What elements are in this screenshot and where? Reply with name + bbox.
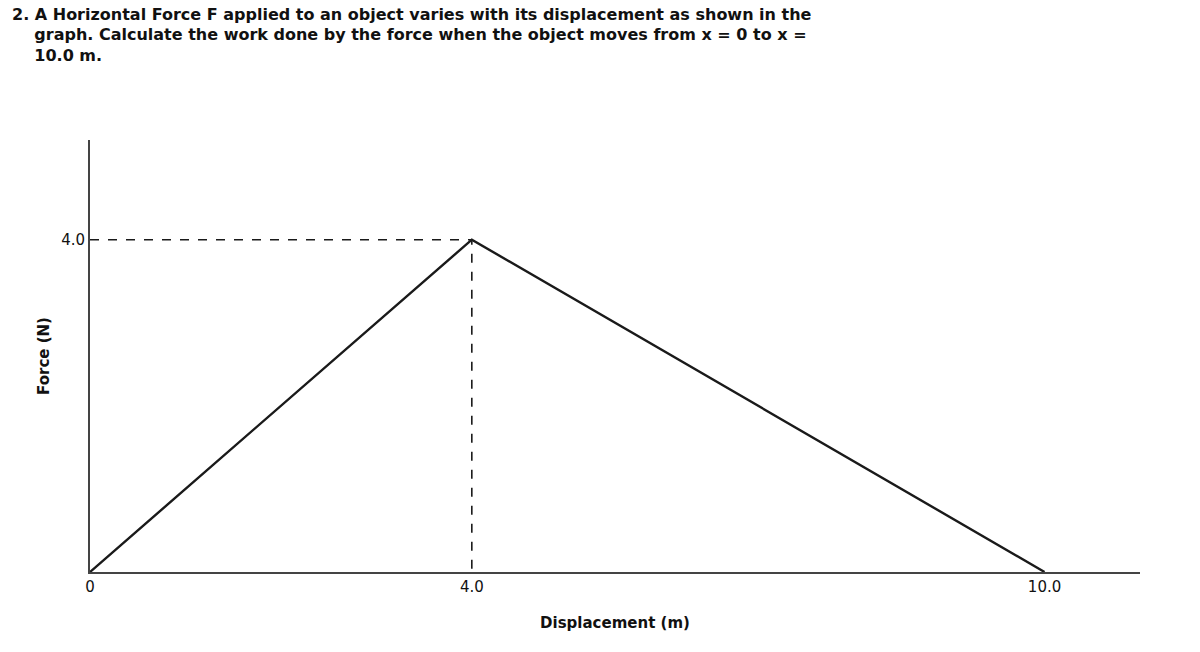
svg-text:Force (N): Force (N)	[35, 317, 53, 395]
svg-text:0: 0	[85, 578, 95, 596]
svg-text:2. A Horizontal Force F applie: 2. A Horizontal Force F applied to an ob…	[12, 5, 812, 66]
svg-text:4.0: 4.0	[460, 578, 484, 596]
svg-text:Displacement (m): Displacement (m)	[540, 614, 690, 632]
svg-text:4.0: 4.0	[61, 231, 85, 249]
svg-text:10.0: 10.0	[1028, 578, 1061, 596]
